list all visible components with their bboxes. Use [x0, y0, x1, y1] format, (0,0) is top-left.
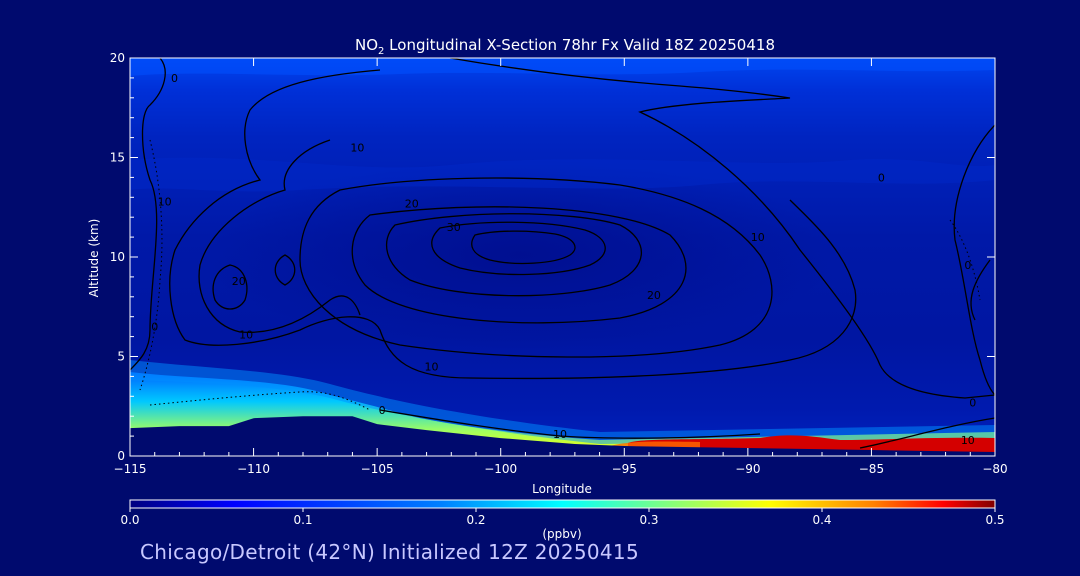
chart-title-subscript: 2: [378, 46, 384, 57]
plot-area: 10 20 30 20 10 20 10 10 10 0 10 0 0 0 0 10 0: [130, 58, 995, 456]
x-tick-label: −90: [735, 462, 760, 476]
contour-label: 10: [751, 231, 765, 244]
contour-20-c: [274, 254, 296, 286]
y-axis-label: Altitude (km): [87, 219, 101, 298]
x-axis: −115 −110 −105 −100 −95 −90 −85 −80: [114, 58, 1008, 476]
contour-labels: 10 20 30 20 10 20 10 10 10 0 10 0 0 0 0 10 0: [151, 72, 976, 447]
colorbar-gradient: [130, 500, 995, 508]
y-tick-label: 20: [110, 51, 125, 65]
colorbar-tick-label: 0.2: [466, 513, 485, 527]
terrain: [130, 416, 995, 456]
contour-10-inner: [198, 139, 361, 334]
contour-lines: [130, 58, 995, 449]
contour-label: 30: [447, 221, 461, 234]
colorbar-tick-label: 0.0: [120, 513, 139, 527]
x-tick-label: −100: [484, 462, 517, 476]
contour-10-outer: [449, 58, 995, 399]
x-axis-label: Longitude: [532, 482, 592, 496]
contour-label: 10: [961, 434, 975, 447]
contour-label: 10: [158, 195, 172, 208]
contour-label: 10: [350, 142, 364, 155]
chart-title: NO2 Longitudinal X-Section 78hr Fx Valid…: [355, 36, 775, 57]
mid-band: [130, 157, 995, 192]
contour-30-a: [351, 206, 687, 324]
chart-title-post: Longitudinal X-Section 78hr Fx Valid 18Z…: [384, 36, 775, 54]
contour-right-mid: [970, 259, 991, 321]
contour-right-low: [859, 417, 995, 449]
contour-40: [471, 230, 576, 265]
upper-band: [130, 58, 995, 76]
colorbar-tick-label: 0.3: [639, 513, 658, 527]
footer-caption: Chicago/Detroit (42°N) Initialized 12Z 2…: [140, 540, 639, 564]
y-tick-label: 5: [117, 350, 125, 364]
dotted-contours: [139, 139, 981, 411]
colorbar-tick-label: 0.5: [985, 513, 1004, 527]
contour-label: 0: [171, 72, 178, 85]
contour-20-a: [299, 177, 773, 358]
x-tick-label: −110: [237, 462, 270, 476]
contour-10-left: [169, 69, 857, 380]
chart-title-pre: NO: [355, 36, 378, 54]
x-tick-label: −85: [859, 462, 884, 476]
y-tick-label: 0: [117, 449, 125, 463]
colorbar-tick-label: 0.1: [293, 513, 312, 527]
contour-label: 20: [405, 197, 419, 210]
contour-30-b: [386, 213, 643, 297]
colorbar-tick-label: 0.4: [812, 513, 831, 527]
surface-layer-blend: [130, 360, 995, 444]
colorbar-frame: [129, 499, 996, 509]
colorbar: 0.0 0.1 0.2 0.3 0.4 0.5 (ppbv): [120, 499, 1005, 541]
contour-label: 10: [553, 428, 567, 441]
contour-label: 20: [647, 289, 661, 302]
contour-label: 0: [379, 404, 386, 417]
contour-label: 0: [964, 259, 971, 272]
contour-30-c: [431, 221, 606, 276]
contour-0-outer: [130, 58, 166, 371]
contour-0-right: [953, 124, 995, 396]
x-tick-label: −95: [612, 462, 637, 476]
y-axis: 0 5 10 15 20: [110, 51, 995, 463]
contour-surface-10: [379, 409, 761, 439]
x-tick-label: −115: [114, 462, 147, 476]
contour-label: 20: [232, 275, 246, 288]
contour-label: 0: [969, 396, 976, 409]
y-tick-label: 10: [110, 250, 125, 264]
contour-label: 0: [151, 321, 158, 334]
y-tick-label: 15: [110, 151, 125, 165]
contour-label: 0: [878, 171, 885, 184]
dotted-contour-left: [139, 139, 163, 391]
colorbar-label: (ppbv): [542, 527, 581, 541]
dotted-contour-surface: [149, 391, 371, 411]
contour-label: 10: [425, 360, 439, 373]
colorbar-ticks: 0.0 0.1 0.2 0.3 0.4 0.5: [120, 508, 1005, 527]
contour-label: 10: [239, 329, 253, 342]
contour-20-b: [212, 264, 248, 310]
x-tick-label: −80: [982, 462, 1007, 476]
x-tick-label: −105: [361, 462, 394, 476]
low-concentration-core: [200, 160, 840, 350]
dotted-contour-right: [949, 219, 981, 301]
